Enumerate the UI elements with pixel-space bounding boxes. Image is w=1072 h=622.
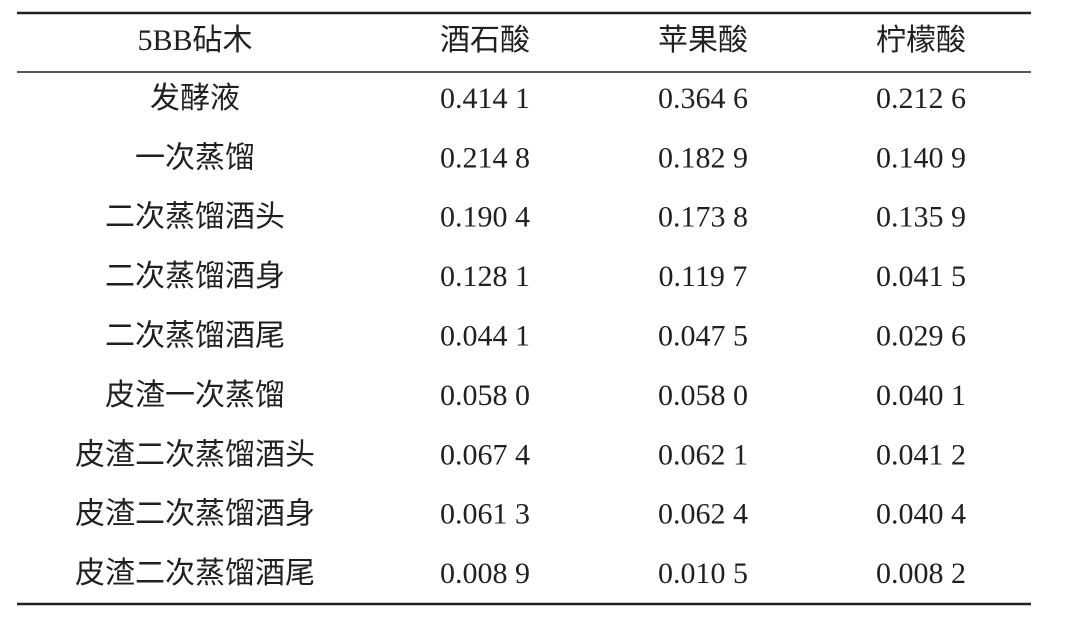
cell: 0.119 7 [659,260,748,293]
row-label: 皮渣二次蒸馏酒头 [75,438,315,471]
row-label: 二次蒸馏酒身 [105,260,285,293]
cell: 0.140 9 [876,141,966,174]
row-label: 皮渣二次蒸馏酒尾 [75,557,315,590]
cell: 0.061 3 [440,498,530,531]
cell: 0.414 1 [440,82,530,115]
cell: 0.212 6 [876,82,966,115]
cell: 0.128 1 [440,260,530,293]
header-cell: 酒石酸 [440,24,530,57]
cell: 0.058 0 [440,379,530,412]
row-label: 发酵液 [150,82,240,115]
cell: 0.029 6 [876,319,966,352]
cell: 0.067 4 [440,438,530,471]
cell: 0.040 4 [876,498,966,531]
cell: 0.008 2 [876,557,966,590]
cell: 0.008 9 [440,557,530,590]
cell: 0.040 1 [876,379,966,412]
cell: 0.010 5 [658,557,748,590]
row-label: 二次蒸馏酒头 [105,201,285,234]
cell: 0.190 4 [440,201,530,234]
row-label: 二次蒸馏酒尾 [105,319,285,352]
header-cell: 苹果酸 [658,24,748,57]
cell: 0.214 8 [440,141,530,174]
cell: 0.044 1 [440,319,530,352]
cell: 0.173 8 [658,201,748,234]
header-cell: 柠檬酸 [876,24,966,57]
row-label: 皮渣二次蒸馏酒身 [75,498,315,531]
cell: 0.062 4 [658,498,748,531]
cell: 0.041 5 [876,260,966,293]
row-label: 一次蒸馏 [135,141,255,174]
cell: 0.058 0 [658,379,748,412]
cell: 0.047 5 [658,319,748,352]
cell: 0.364 6 [658,82,748,115]
header-cell: 5BB砧木 [137,24,252,57]
row-label: 皮渣一次蒸馏 [105,379,285,412]
cell: 0.041 2 [876,438,966,471]
cell: 0.062 1 [658,438,748,471]
cell: 0.135 9 [876,201,966,234]
cell: 0.182 9 [658,141,748,174]
